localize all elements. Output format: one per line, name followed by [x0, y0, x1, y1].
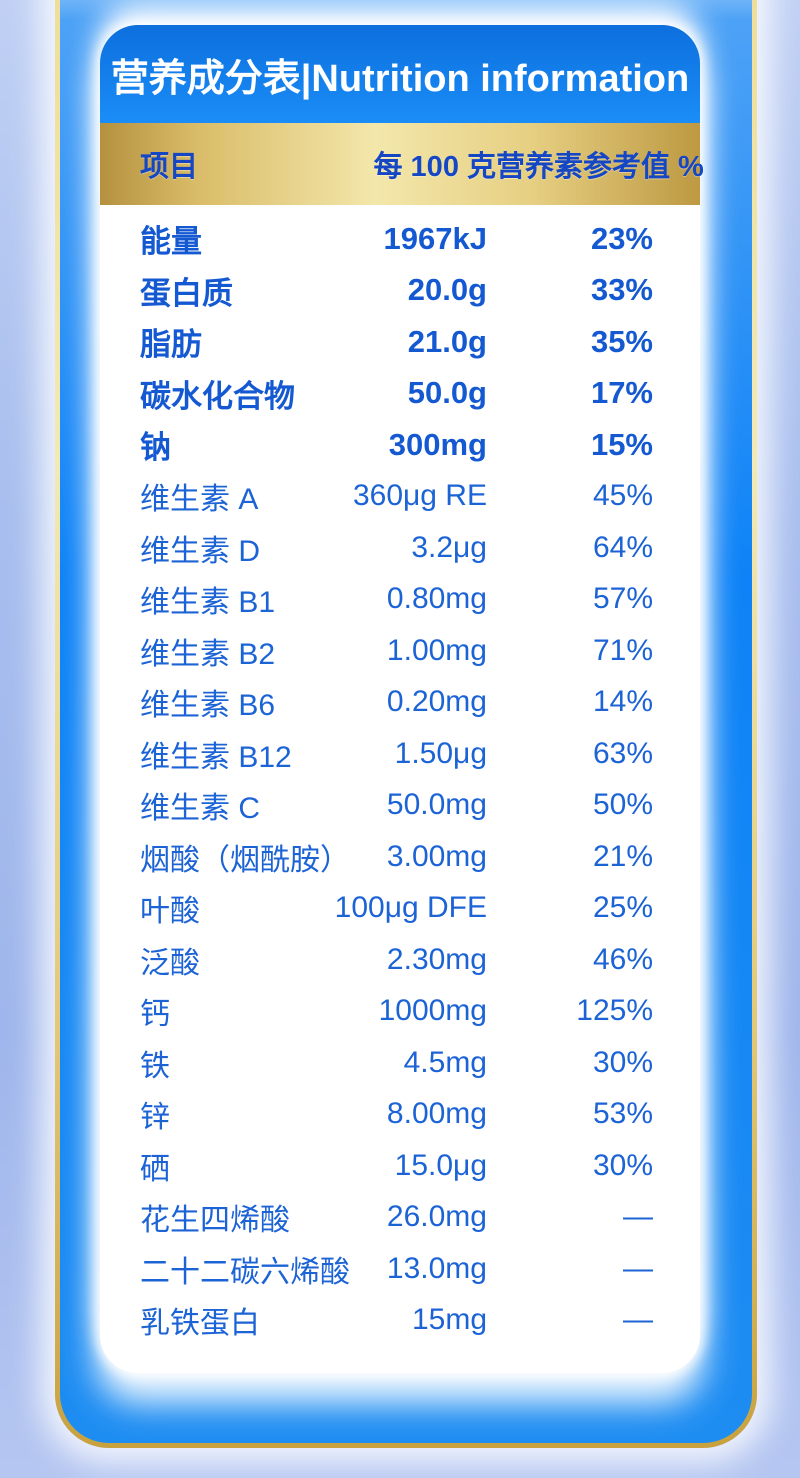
column-header-per100g: 每 100 克 — [373, 151, 497, 183]
nutrient-amount: 21.0g — [407, 323, 487, 359]
nutrient-name: 烟酸（烟酰胺） — [140, 843, 350, 877]
nutrient-amount: 1.00mg — [386, 633, 487, 667]
nutrient-amount: 1000mg — [378, 994, 487, 1028]
nutrition-row: 钙 1000mg 125% — [100, 986, 700, 1038]
nutrient-name: 锌 — [140, 1101, 170, 1135]
nutrition-row: 维生素 B6 0.20mg 14% — [100, 677, 700, 729]
nutrition-row: 维生素 B12 1.50μg 63% — [100, 728, 700, 780]
nutrient-nrv: 25% — [592, 891, 653, 925]
nutrient-amount: 15mg — [411, 1303, 487, 1337]
nutrient-amount: 13.0mg — [386, 1251, 487, 1285]
nutrient-name: 碳水化合物 — [140, 378, 295, 414]
nutrient-amount: 20.0g — [407, 272, 487, 308]
nutrient-name: 铁 — [140, 1049, 170, 1083]
nutrition-row: 维生素 D 3.2μg 64% — [100, 522, 700, 574]
nutrient-name: 维生素 B1 — [140, 586, 276, 620]
nutrient-nrv: 63% — [592, 736, 653, 770]
nutrition-card: 营养成分表|Nutrition information 项目 每 100 克 营… — [100, 25, 704, 1373]
nutrition-row: 维生素 C 50.0mg 50% — [100, 780, 700, 832]
nutrient-name: 蛋白质 — [140, 275, 233, 311]
nutrient-name: 维生素 B12 — [140, 740, 292, 774]
nutrition-row: 钠 300mg 15% — [100, 419, 700, 471]
nutrient-name: 脂肪 — [140, 327, 202, 363]
nutrient-amount: 26.0mg — [386, 1200, 487, 1234]
nutrition-row: 叶酸 100μg DFE 25% — [100, 883, 700, 935]
nutrient-amount: 2.30mg — [386, 942, 487, 976]
nutrient-nrv: 17% — [590, 375, 653, 411]
card-title: 营养成分表|Nutrition information — [110, 57, 690, 100]
nutrition-row: 能量 1967kJ 23% — [100, 213, 700, 265]
nutrition-row: 维生素 A 360μg RE 45% — [100, 471, 700, 523]
nutrient-nrv: 30% — [592, 1148, 653, 1182]
nutrient-amount: 15.0μg — [394, 1148, 487, 1182]
nutrition-row: 泛酸 2.30mg 46% — [100, 934, 700, 986]
nutrient-name: 维生素 A — [140, 483, 259, 517]
nutrient-amount: 3.00mg — [386, 839, 487, 873]
nutrient-nrv: 45% — [592, 479, 653, 513]
nutrition-row: 维生素 B2 1.00mg 71% — [100, 625, 700, 677]
nutrient-name: 钠 — [140, 430, 171, 466]
nutrient-name: 花生四烯酸 — [140, 1204, 290, 1238]
nutrient-amount: 100μg DFE — [334, 891, 487, 925]
column-header-nrv: 营养素参考值 % — [496, 151, 704, 183]
nutrient-nrv: 33% — [590, 272, 653, 308]
nutrient-name: 维生素 B2 — [140, 637, 276, 671]
card-header: 营养成分表|Nutrition information — [100, 25, 700, 123]
nutrition-row: 花生四烯酸 26.0mg — — [100, 1192, 700, 1244]
nutrition-row: 铁 4.5mg 30% — [100, 1037, 700, 1089]
nutrient-amount: 3.2μg — [411, 530, 487, 564]
nutrient-nrv: 125% — [576, 994, 653, 1028]
nutrient-nrv: 57% — [592, 582, 653, 616]
nutrient-name: 泛酸 — [140, 946, 200, 980]
nutrient-nrv: 53% — [592, 1097, 653, 1131]
nutrient-name: 二十二碳六烯酸 — [140, 1255, 350, 1289]
nutrition-row: 脂肪 21.0g 35% — [100, 316, 700, 368]
nutrition-row: 锌 8.00mg 53% — [100, 1089, 700, 1141]
nutrient-amount: 360μg RE — [352, 479, 487, 513]
nutrient-name: 维生素 D — [140, 534, 260, 568]
nutrient-amount: 4.5mg — [403, 1045, 487, 1079]
nutrient-nrv: 64% — [592, 530, 653, 564]
nutrient-name: 能量 — [140, 224, 202, 260]
nutrient-nrv: 23% — [590, 220, 653, 256]
nutrition-row: 硒 15.0μg 30% — [100, 1140, 700, 1192]
nutrient-amount: 0.80mg — [386, 582, 487, 616]
nutrient-amount: 1967kJ — [383, 220, 487, 256]
nutrient-nrv: 21% — [592, 839, 653, 873]
nutrient-name: 维生素 B6 — [140, 689, 276, 723]
nutrition-rows: 能量 1967kJ 23% 蛋白质 20.0g 33% 脂肪 21.0g 35% 碳水化合物 50.… — [100, 205, 700, 1346]
nutrient-amount: 0.20mg — [386, 685, 487, 719]
nutrient-amount: 1.50μg — [394, 736, 487, 770]
nutrition-row: 碳水化合物 50.0g 17% — [100, 368, 700, 420]
column-header-item: 项目 — [140, 151, 199, 183]
nutrient-amount: 50.0mg — [386, 788, 487, 822]
nutrient-name: 叶酸 — [140, 895, 200, 929]
nutrient-nrv: 46% — [592, 942, 653, 976]
nutrient-nrv: 50% — [592, 788, 653, 822]
column-header-bar: 项目 每 100 克 营养素参考值 % — [100, 123, 704, 205]
nutrient-name: 钙 — [140, 998, 170, 1032]
nutrient-name: 乳铁蛋白 — [140, 1307, 260, 1341]
nutrient-nrv: — — [623, 1303, 653, 1337]
nutrient-amount: 8.00mg — [386, 1097, 487, 1131]
nutrient-nrv: 30% — [592, 1045, 653, 1079]
nutrient-nrv: — — [623, 1251, 653, 1285]
nutrition-row: 维生素 B1 0.80mg 57% — [100, 574, 700, 626]
nutrition-row: 蛋白质 20.0g 33% — [100, 265, 700, 317]
nutrient-nrv: — — [623, 1200, 653, 1234]
nutrition-row: 乳铁蛋白 15mg — — [100, 1295, 700, 1347]
nutrient-nrv: 35% — [590, 323, 653, 359]
nutrient-name: 硒 — [140, 1152, 170, 1186]
nutrition-row: 二十二碳六烯酸 13.0mg — — [100, 1243, 700, 1295]
nutrient-name: 维生素 C — [140, 792, 260, 826]
nutrient-nrv: 15% — [590, 426, 653, 462]
nutrition-row: 烟酸（烟酰胺） 3.00mg 21% — [100, 831, 700, 883]
nutrient-amount: 300mg — [388, 426, 487, 462]
nutrient-nrv: 14% — [592, 685, 653, 719]
nutrient-nrv: 71% — [592, 633, 653, 667]
nutrient-amount: 50.0g — [407, 375, 487, 411]
